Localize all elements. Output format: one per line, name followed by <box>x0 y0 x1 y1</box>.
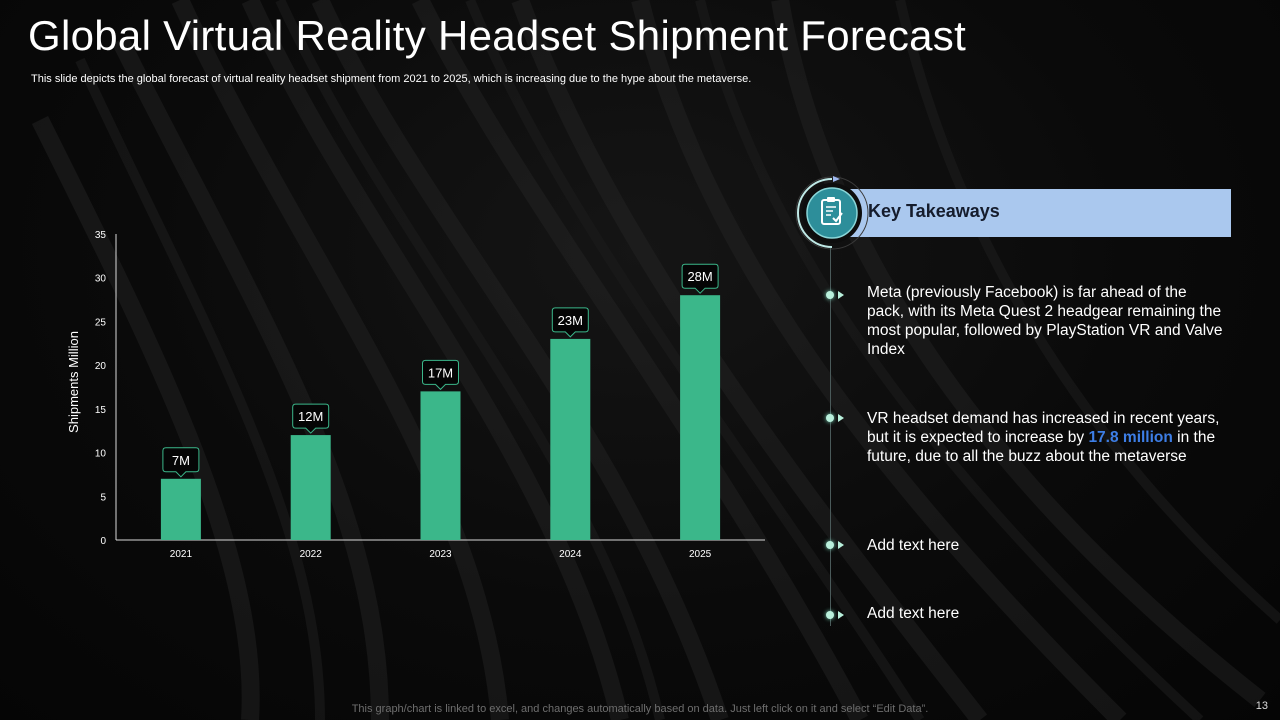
y-tick-label: 20 <box>95 361 107 372</box>
x-axis: 2021 2022 2023 2024 2025 <box>116 539 765 560</box>
y-tick-label: 10 <box>95 449 107 460</box>
bullet-arrow-icon <box>838 611 844 619</box>
data-label: 23M <box>558 313 583 328</box>
takeaway-text: Add text here <box>867 605 960 622</box>
y-axis-title: Shipments Million <box>66 331 81 433</box>
bullet-arrow-icon <box>838 541 844 549</box>
page-number: 13 <box>1255 700 1268 712</box>
clipboard-check-icon <box>795 176 869 250</box>
y-tick-label: 0 <box>100 536 106 547</box>
bullet-dot <box>826 291 834 299</box>
bar <box>290 435 331 540</box>
takeaways-title: Key Takeaways <box>868 201 1000 221</box>
footer-note: This graph/chart is linked to excel, and… <box>351 703 929 715</box>
x-tick-label: 2021 <box>170 549 193 560</box>
bullet-dot <box>826 541 834 549</box>
data-label-callout <box>162 447 200 478</box>
data-label-callout <box>292 403 330 434</box>
y-tick-label: 15 <box>95 405 107 416</box>
data-label-callout <box>681 263 719 294</box>
data-label-callout <box>422 359 459 391</box>
y-tick-label: 30 <box>95 274 107 285</box>
takeaway-text: VR headset demand has increased in recen… <box>867 410 1220 465</box>
data-label: 7M <box>172 453 190 468</box>
bullet-dot <box>826 414 834 422</box>
takeaway-text: Add text here <box>867 537 960 554</box>
y-axis: 0 5 10 15 20 25 30 35 <box>95 230 117 547</box>
x-tick-label: 2025 <box>689 549 712 560</box>
x-tick-label: 2023 <box>429 549 452 560</box>
bar <box>420 391 461 540</box>
y-tick-label: 25 <box>95 317 107 328</box>
bullet-arrow-icon <box>838 414 844 422</box>
x-tick-label: 2024 <box>559 549 582 560</box>
bars <box>160 295 721 540</box>
y-tick-label: 35 <box>95 230 107 241</box>
bullet-dot <box>826 611 834 619</box>
data-label: 17M <box>428 365 453 380</box>
bar <box>680 295 721 540</box>
takeaways-timeline <box>830 248 831 626</box>
takeaways-header-bar <box>840 189 1231 237</box>
bar <box>160 478 201 540</box>
data-label: 28M <box>687 269 712 284</box>
y-tick-label: 5 <box>100 492 106 503</box>
takeaway-text: Meta (previously Facebook) is far ahead … <box>867 284 1223 358</box>
data-label-callout <box>551 307 589 338</box>
x-tick-label: 2022 <box>300 549 323 560</box>
bar <box>550 338 591 540</box>
bullet-arrow-icon <box>838 291 844 299</box>
slide-title: Global Virtual Reality Headset Shipment … <box>28 12 967 59</box>
data-label: 12M <box>298 409 323 424</box>
data-labels: 7M 12M 17M 23M 28M <box>162 263 719 478</box>
slide-subtitle: This slide depicts the global forecast o… <box>31 73 752 85</box>
